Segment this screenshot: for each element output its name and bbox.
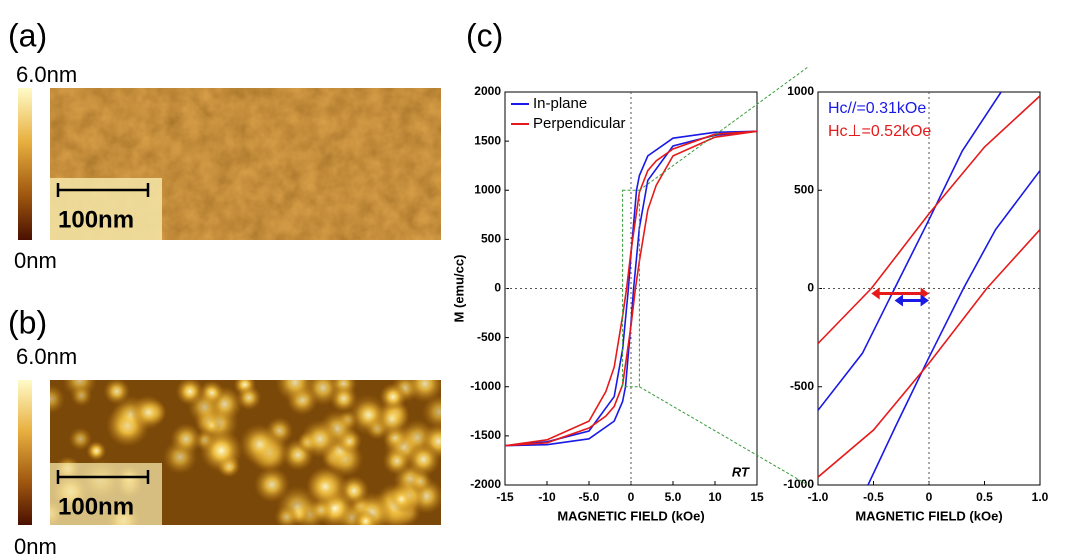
x-tick-label: 5.0 [665,490,682,504]
scale-bar-label: 100nm [58,493,134,520]
grain [275,363,314,402]
x-tick-label: 0.5 [976,490,993,504]
y-tick-label: -500 [790,379,814,393]
y-tick-label: -1500 [470,428,501,442]
x-tick-label: -15 [496,490,514,504]
y-tick-label: -1000 [783,477,814,491]
legend-label: Perpendicular [533,115,626,132]
x-axis-title: MAGNETIC FIELD (kOe) [855,508,1002,523]
zoom-line [639,387,808,485]
grain [308,469,342,503]
y-tick-label: 1000 [787,84,814,98]
x-tick-label: 1.0 [1032,490,1049,504]
scale-bar-label: 100nm [58,206,134,233]
annotation: RT [732,464,750,479]
panel-label: (c) [466,17,503,53]
y-tick-label: 0 [494,281,501,295]
grain [301,419,340,458]
grain [200,429,243,472]
grain [239,424,280,465]
y-axis-title: M (emu/cc) [451,255,466,323]
x-tick-label: 10 [708,490,722,504]
y-tick-label: 1500 [474,133,501,147]
grain [406,365,444,403]
grain [274,505,299,530]
grain [347,394,389,436]
y-tick-label: -1000 [470,379,501,393]
y-tick-label: 2000 [474,84,501,98]
y-tick-label: -2000 [470,477,501,491]
y-tick-label: 500 [794,182,814,196]
colorbar-min: 0nm [14,534,57,558]
y-tick-label: 1000 [474,182,501,196]
x-tick-label: -1.0 [808,490,829,504]
grain [406,442,440,476]
legend-label: Hc⊥=0.52kOe [828,123,931,140]
grain [131,395,166,430]
grain [354,509,378,533]
x-tick-label: -0.5 [863,490,884,504]
colorbar [18,380,32,525]
figure: (a) 6.0nm 100nm 0nm (b) 6.0nm 100nm 0nm … [0,0,1067,558]
colorbar-max: 6.0nm [16,344,77,369]
y-tick-label: -500 [477,330,501,344]
legend-label: Hc//=0.31kOe [828,100,926,117]
grain [86,441,106,461]
x-tick-label: 0 [628,490,635,504]
panel-label: (a) [8,17,47,53]
y-tick-label: 0 [807,281,814,295]
colorbar-min: 0nm [14,248,57,273]
grain [36,384,66,414]
colorbar-max: 6.0nm [16,62,77,87]
grain [170,423,202,455]
grain [70,385,92,407]
legend-label: In-plane [533,95,587,112]
grain [254,467,290,503]
panel-label: (b) [8,304,47,340]
x-axis-title: MAGNETIC FIELD (kOe) [557,508,704,523]
x-tick-label: -5.0 [579,490,600,504]
colorbar [18,88,32,240]
x-tick-label: -10 [538,490,556,504]
y-tick-label: 500 [481,232,501,246]
x-tick-label: 0 [926,490,933,504]
grain [236,385,261,410]
grain [187,390,221,424]
x-tick-label: 15 [750,490,764,504]
zoom-line [639,67,808,190]
